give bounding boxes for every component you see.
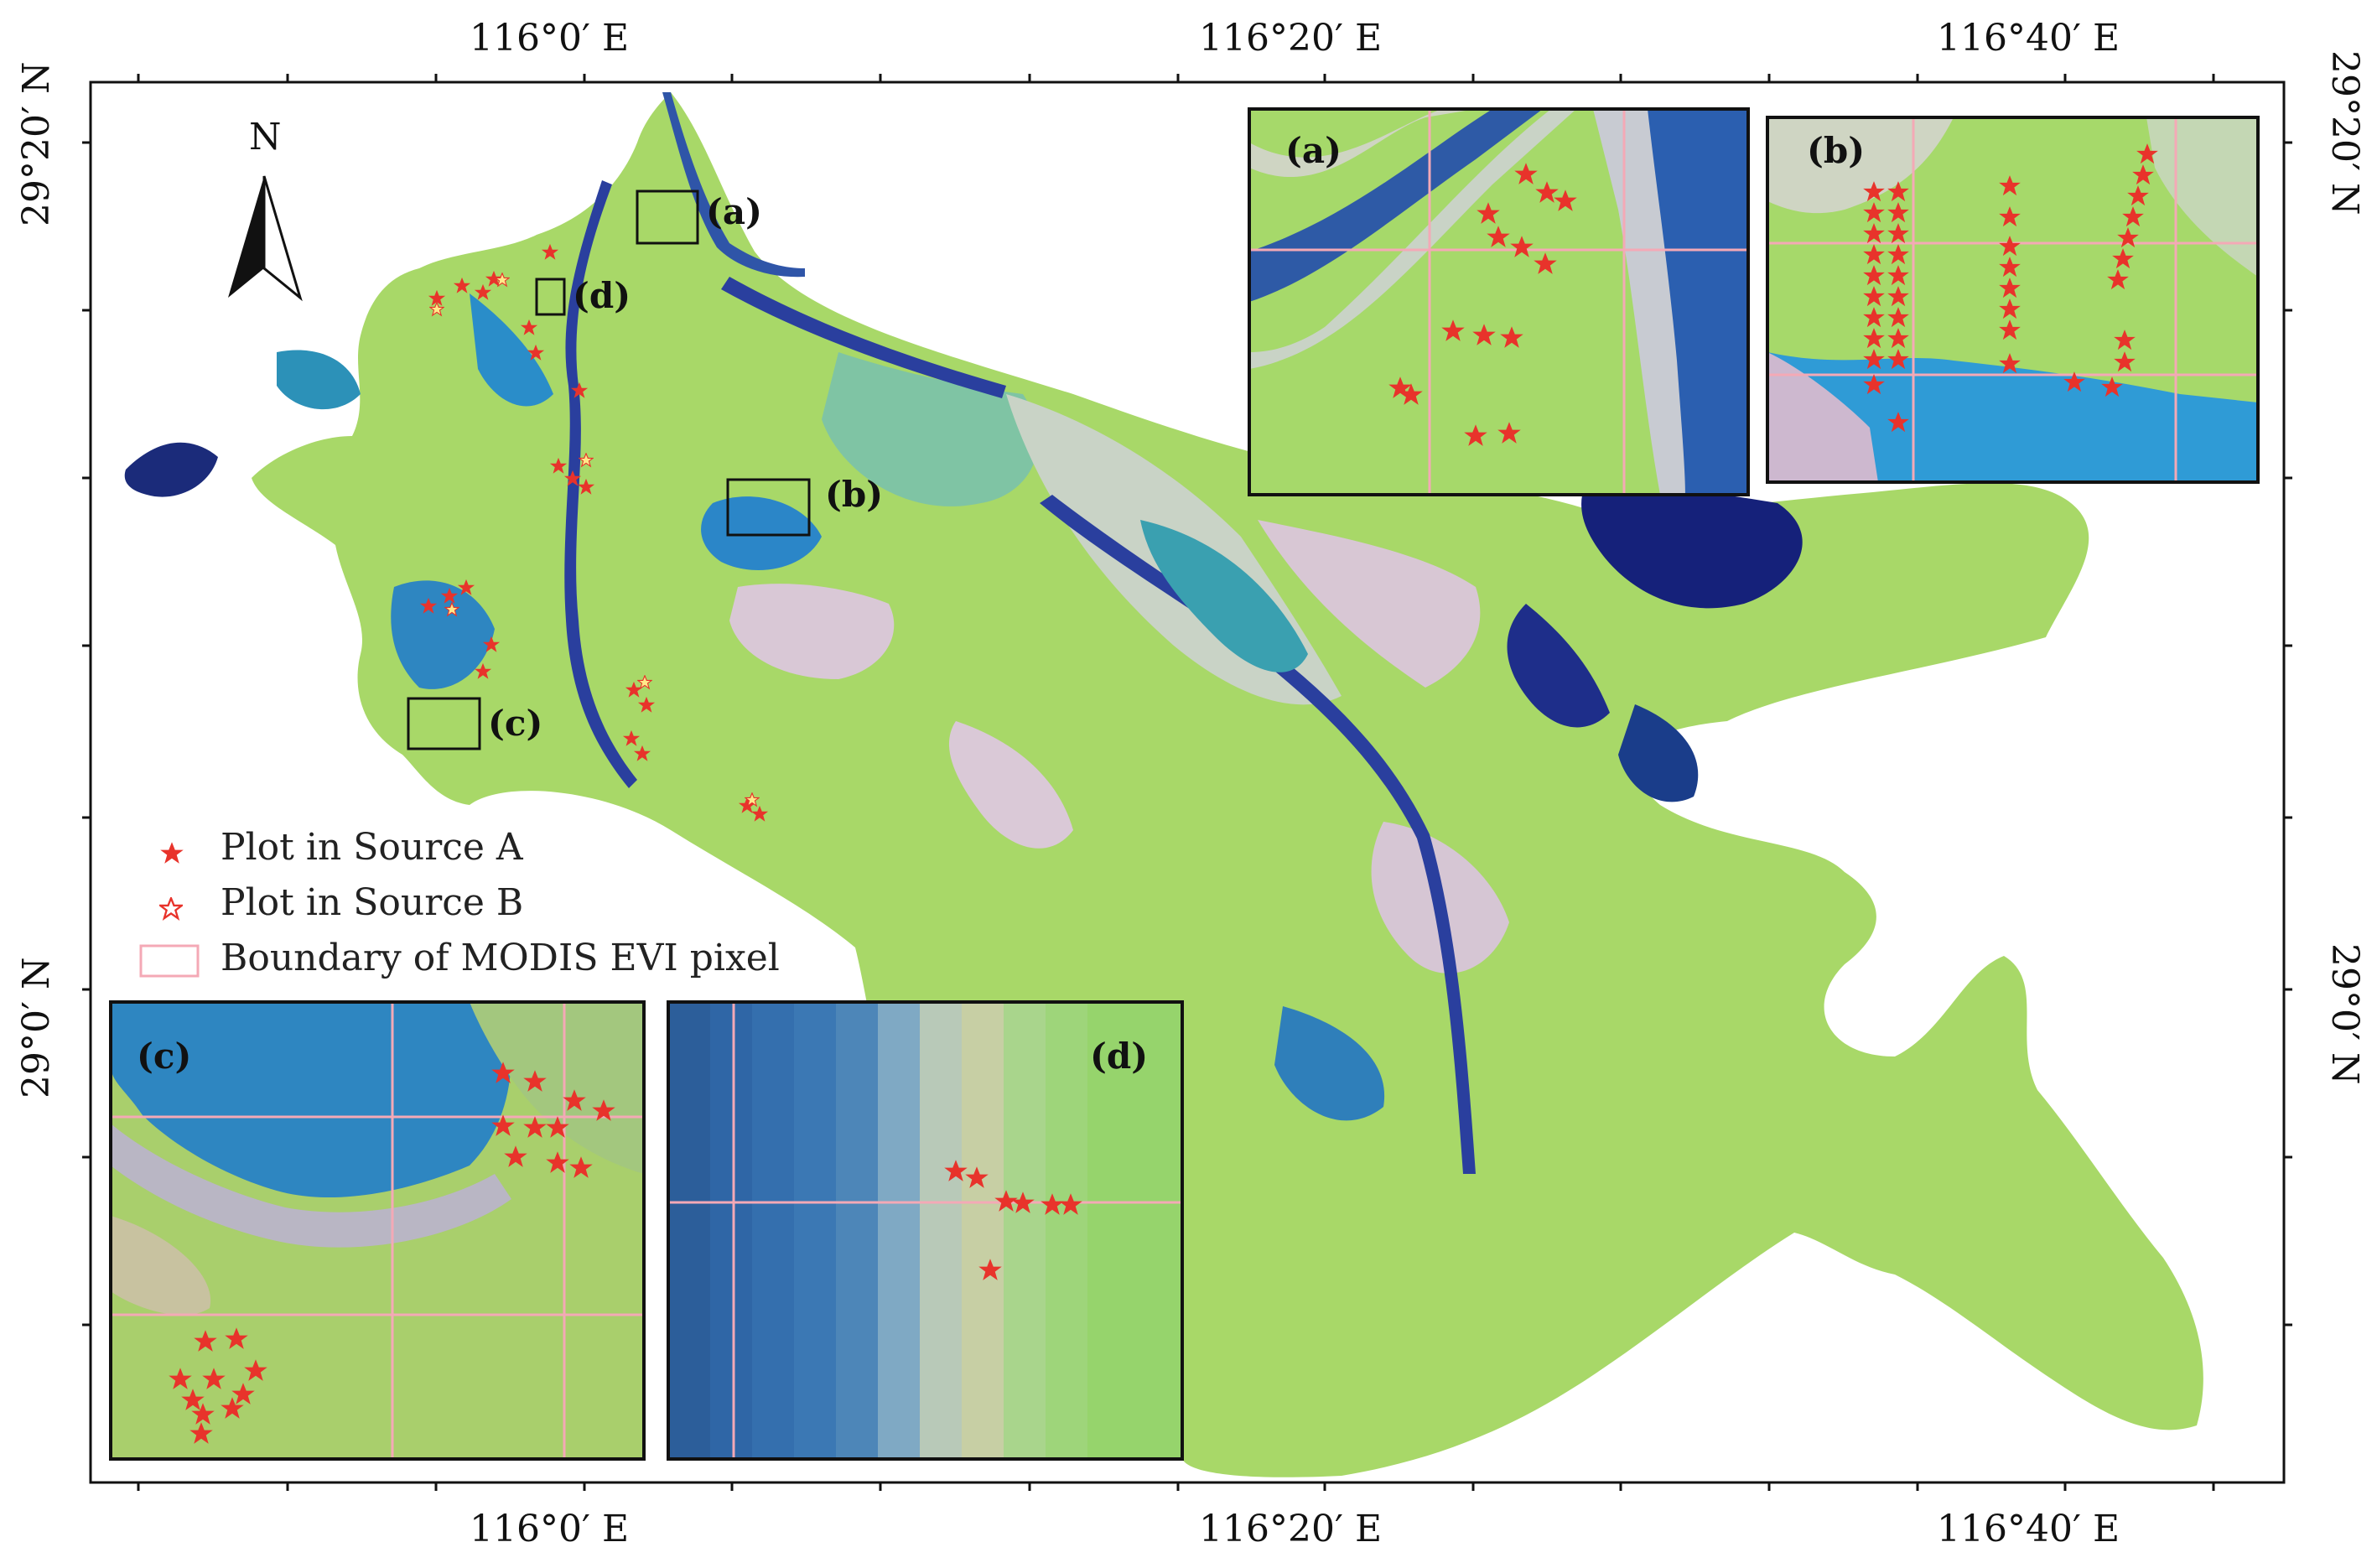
lake-wetland-area bbox=[124, 92, 2203, 1477]
legend-symbols bbox=[139, 842, 200, 978]
locator-box-c bbox=[407, 697, 481, 750]
locator-box-b bbox=[726, 478, 811, 537]
locator-label-b: (b) bbox=[825, 474, 884, 515]
inset-d-frame bbox=[667, 1000, 1184, 1461]
right-tick-label: 29°0′ N bbox=[2323, 943, 2366, 1085]
top-tick-label: 116°0′ E bbox=[470, 17, 630, 60]
frame-ticks bbox=[82, 74, 2292, 1491]
locator-box-d bbox=[535, 278, 566, 316]
bottom-tick-label: 116°20′ E bbox=[1199, 1508, 1383, 1550]
inset-label-a: (a) bbox=[1285, 130, 1342, 171]
top-tick-label: 116°20′ E bbox=[1199, 17, 1383, 60]
top-tick-label: 116°40′ E bbox=[1937, 17, 2120, 60]
inset-a bbox=[1249, 109, 1748, 495]
inset-b bbox=[1767, 117, 2258, 482]
inset-c bbox=[111, 1002, 644, 1459]
inset-d bbox=[668, 1002, 1182, 1459]
map-frame bbox=[89, 80, 2286, 1484]
locator-label-c: (c) bbox=[488, 703, 543, 744]
inset-b-frame bbox=[1766, 116, 2260, 484]
left-tick-label: 29°20′ N bbox=[15, 61, 58, 226]
hollow-star-icon bbox=[159, 897, 183, 920]
locator-box-a bbox=[636, 190, 699, 245]
left-tick-label: 29°0′ N bbox=[15, 957, 58, 1098]
legend-label: Boundary of MODIS EVI pixel bbox=[221, 937, 780, 979]
pink-square-icon bbox=[139, 944, 200, 978]
bottom-tick-label: 116°40′ E bbox=[1937, 1508, 2120, 1550]
north-label: N bbox=[249, 116, 282, 158]
bottom-tick-label: 116°0′ E bbox=[470, 1508, 630, 1550]
inset-label-d: (d) bbox=[1090, 1036, 1149, 1077]
north-arrow-icon bbox=[228, 175, 303, 302]
locator-label-a: (a) bbox=[706, 191, 762, 232]
inset-label-c: (c) bbox=[137, 1036, 192, 1077]
legend-label: Plot in Source B bbox=[221, 881, 524, 924]
right-tick-label: 29°20′ N bbox=[2323, 50, 2366, 215]
inset-c-frame bbox=[109, 1000, 646, 1461]
inset-a-frame bbox=[1248, 107, 1750, 496]
locator-boxes bbox=[407, 190, 811, 750]
locator-label-d: (d) bbox=[573, 275, 631, 316]
legend-label: Plot in Source A bbox=[221, 826, 523, 869]
inset-label-b: (b) bbox=[1807, 130, 1866, 171]
filled-star-icon bbox=[160, 842, 184, 864]
